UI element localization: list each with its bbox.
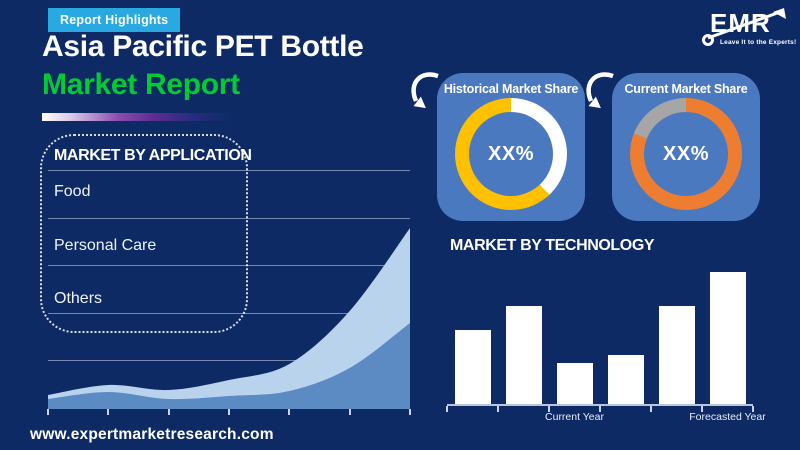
gridline — [48, 170, 410, 171]
bar — [505, 306, 542, 404]
bar — [658, 306, 695, 404]
emr-logo-arrow-icon — [702, 8, 786, 46]
application-item-food: Food — [54, 183, 91, 200]
current-market-share-title: Current Market Share — [624, 82, 748, 96]
axis-tick — [701, 406, 703, 412]
current-share-value: XX% — [644, 112, 728, 196]
axis-tick — [446, 406, 448, 412]
application-item-personal-care: Personal Care — [54, 237, 157, 254]
market-by-technology-title: MARKET BY TECHNOLOGY — [450, 237, 655, 254]
axis-tick — [167, 409, 170, 415]
area-lower-fill — [48, 323, 410, 409]
gridline — [48, 265, 410, 266]
axis-tick — [228, 409, 230, 415]
application-trend-chart — [47, 160, 411, 415]
market-by-application-box — [40, 134, 248, 333]
page-title-line1: Asia Pacific PET Bottle — [42, 30, 364, 63]
bar — [454, 330, 491, 404]
current-market-share-donut: XX% — [630, 98, 742, 210]
report-highlights-badge: Report Highlights — [48, 8, 181, 32]
page-title-line2: Market Report — [42, 68, 240, 101]
title-accent-divider — [42, 113, 235, 121]
application-item-others: Others — [54, 290, 103, 307]
axis-tick — [752, 406, 754, 412]
bar — [607, 355, 644, 404]
footer-website-link[interactable]: www.expertmarketresearch.com — [30, 426, 274, 443]
historical-market-share-donut: XX% — [455, 98, 567, 210]
axis-tick — [348, 409, 351, 415]
market-by-application-title: MARKET BY APPLICATION — [54, 147, 252, 164]
area-upper-fill — [48, 228, 410, 409]
bar — [709, 272, 746, 404]
axis-tick — [107, 409, 110, 415]
axis-tick — [548, 406, 550, 412]
gridline — [48, 360, 410, 361]
axis-tick — [47, 409, 49, 415]
page-title: Asia Pacific PET Bottle Market Report — [42, 28, 364, 104]
technology-bar-chart — [446, 270, 754, 412]
emr-logo-text: EMR — [710, 8, 771, 38]
axis-tick — [288, 409, 291, 415]
curved-arrow-icon — [411, 72, 439, 109]
historical-market-share-panel: Historical Market Share XX% — [437, 73, 585, 221]
axis-tick — [497, 406, 499, 412]
historical-share-value: XX% — [469, 112, 553, 196]
historical-market-share-title: Historical Market Share — [443, 82, 579, 96]
gridline — [48, 218, 410, 219]
axis-tick — [409, 409, 411, 415]
technology-bar-labels: Current Year Forecasted Year — [447, 411, 766, 441]
bar-category-label: Forecasted Year — [689, 411, 766, 423]
application-area-series — [48, 228, 410, 409]
emr-logo-tagline: Leave It to the Experts! — [720, 39, 797, 46]
bar-category-label: Current Year — [545, 411, 604, 423]
bar — [556, 363, 593, 404]
curved-arrow-icon — [586, 72, 614, 109]
emr-logo: EMR Leave It to the Experts! — [698, 6, 797, 52]
axis-tick — [599, 406, 601, 412]
axis-tick — [650, 406, 652, 412]
current-market-share-panel: Current Market Share XX% — [612, 73, 760, 221]
